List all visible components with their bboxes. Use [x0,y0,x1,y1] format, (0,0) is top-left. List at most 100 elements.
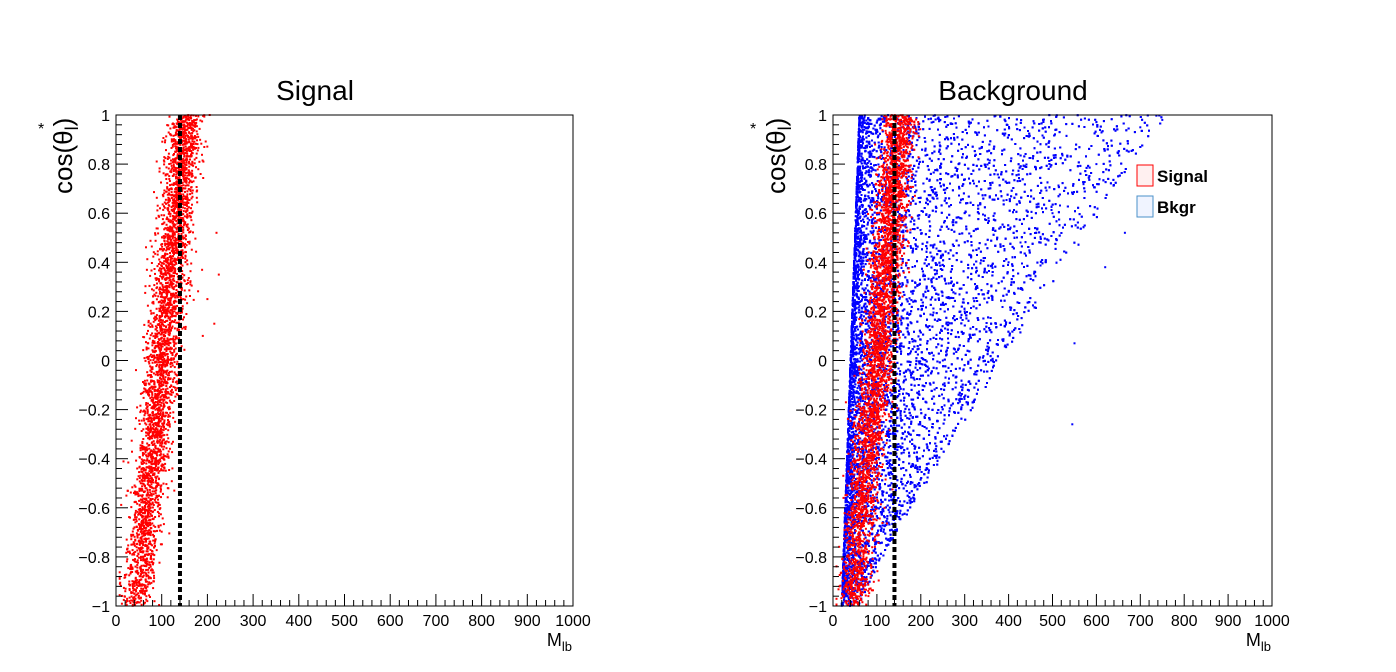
scatter-point [148,390,151,393]
scatter-point [170,338,173,341]
scatter-point [183,187,186,190]
scatter-point [167,344,170,347]
scatter-point [147,414,150,417]
scatter-point [147,455,150,458]
scatter-point [174,355,177,358]
scatter-point [138,499,141,502]
scatter-point [129,565,132,568]
scatter-point [155,404,158,407]
scatter-point [152,510,155,513]
scatter-point [147,319,150,322]
scatter-point [183,152,186,155]
scatter-point [158,390,161,393]
scatter-point [143,517,146,520]
scatter-point [161,391,164,394]
scatter-point [141,500,144,503]
scatter-point [161,417,163,420]
scatter-point [162,463,165,466]
scatter-point [169,393,172,396]
scatter-point [166,369,169,372]
scatter-point [162,492,164,495]
scatter-point [173,345,176,347]
scatter-point [135,561,138,564]
scatter-point [144,580,147,583]
scatter-point [148,388,151,391]
scatter-point [160,370,163,373]
scatter-point [159,450,161,453]
scatter-point [129,583,132,586]
scatter-point [148,540,151,543]
y-tick-label: −0.2 [78,403,110,420]
scatter-point [158,470,161,473]
scatter-point [164,308,167,311]
scatter-point [150,269,153,272]
scatter-point [153,574,155,577]
scatter-point [171,274,174,277]
scatter-point [167,245,170,248]
scatter-point [170,262,173,265]
scatter-point [166,187,169,190]
scatter-point [152,350,155,353]
scatter-point [153,401,156,404]
scatter-point [151,550,154,553]
scatter-point [134,570,137,573]
scatter-point [193,119,196,122]
scatter-point [147,374,149,377]
scatter-point [152,535,155,538]
scatter-point [155,423,158,426]
scatter-point [152,372,155,375]
scatter-point [157,408,160,411]
scatter-point [186,125,189,127]
scatter-point [163,254,166,257]
scatter-point [187,188,190,191]
scatter-point [150,483,153,486]
scatter-point [156,402,159,405]
scatter-point [138,477,141,479]
scatter-point [163,358,166,360]
scatter-point [139,444,142,447]
scatter-point [187,227,190,230]
scatter-point [154,408,157,411]
scatter-point [149,506,152,509]
scatter-point [180,153,183,156]
scatter-point [151,481,153,483]
scatter-point [158,267,161,270]
scatter-point [142,460,145,463]
scatter-point [146,500,149,503]
scatter-point [153,509,156,511]
scatter-point [176,313,179,315]
scatter-point [134,550,137,553]
scatter-point [187,178,190,181]
scatter-point [182,213,185,216]
scatter-point [138,456,141,458]
scatter-point [167,450,170,453]
scatter-point [175,214,178,217]
scatter-point [165,395,168,398]
scatter-point [171,292,174,295]
scatter-point [163,415,166,418]
scatter-point [171,242,174,245]
scatter-point [163,189,166,192]
scatter-point [148,509,151,511]
signal-x-axis-title: Mlb [547,630,572,654]
scatter-point [174,194,177,197]
scatter-point [151,463,154,466]
scatter-point [178,127,181,130]
scatter-point [157,319,160,322]
scatter-point [147,537,150,540]
x-tick-label: 200 [194,613,221,630]
scatter-point [142,526,145,529]
scatter-point [175,170,178,173]
scatter-point [183,348,186,351]
scatter-point [173,275,175,277]
scatter-point [128,588,131,590]
scatter-point [157,232,160,235]
scatter-point [145,499,148,502]
scatter-point [151,470,154,472]
scatter-point [149,556,152,559]
scatter-point [188,131,190,134]
scatter-point [164,462,167,465]
scatter-point [147,444,150,447]
scatter-point [134,579,137,582]
scatter-point [134,538,137,541]
